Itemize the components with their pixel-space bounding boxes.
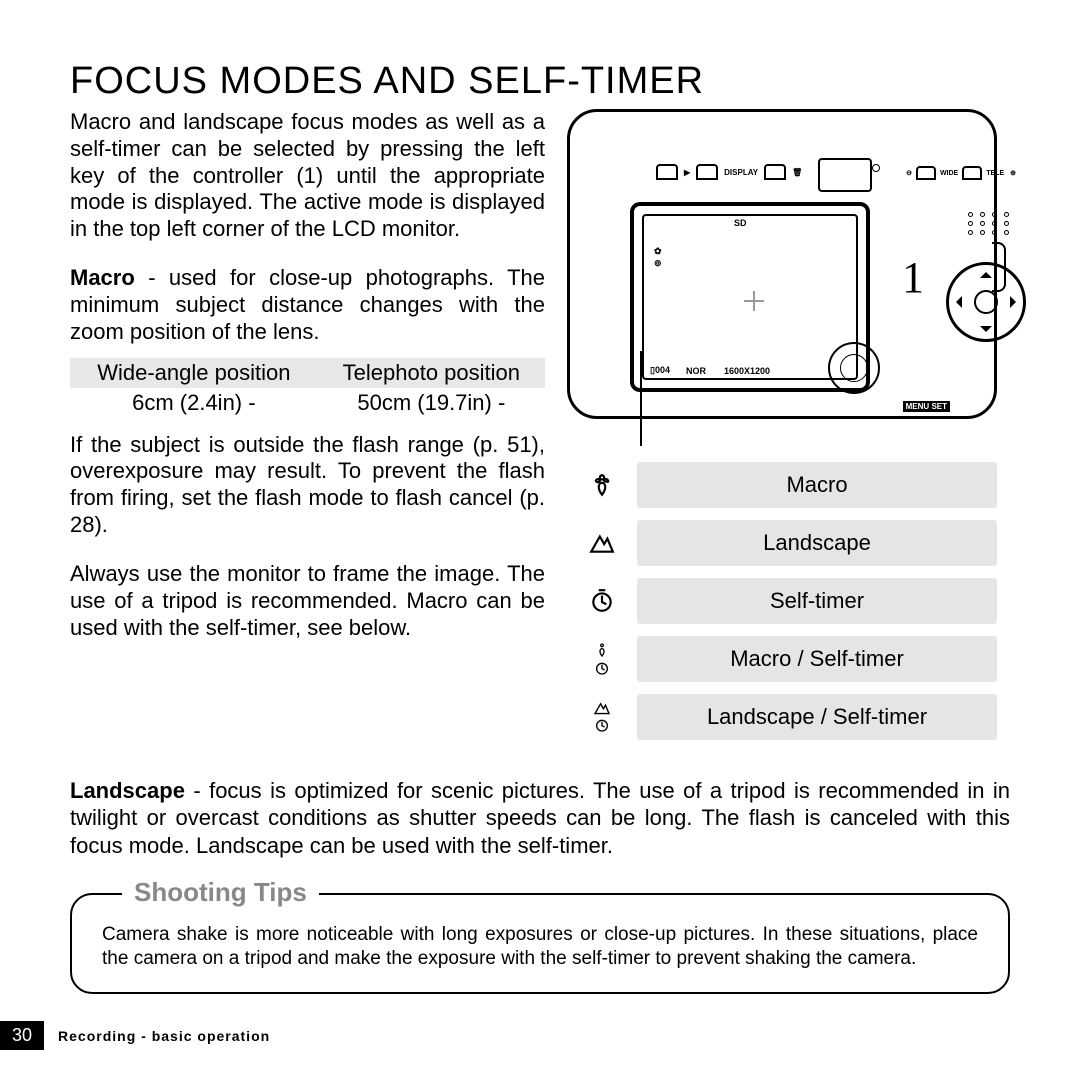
tips-title: Shooting Tips bbox=[122, 877, 319, 908]
macro-label: Macro bbox=[70, 265, 135, 290]
mode-label: Macro / Self-timer bbox=[637, 636, 997, 682]
tripod-text: Always use the monitor to frame the imag… bbox=[70, 561, 545, 641]
mountain-timer-icon bbox=[567, 701, 637, 733]
mode-label: Landscape bbox=[637, 520, 997, 566]
leader-line bbox=[640, 351, 642, 446]
table-value-tele: 50cm (19.7in) - bbox=[318, 388, 545, 418]
mode-landscape-selftimer: Landscape / Self-timer bbox=[567, 691, 997, 743]
mode-selftimer: Self-timer bbox=[567, 575, 997, 627]
mode-label: Macro bbox=[637, 462, 997, 508]
tips-body: Camera shake is more noticeable with lon… bbox=[102, 923, 978, 971]
section-label: Recording - basic operation bbox=[58, 1028, 270, 1044]
zoom-buttons: ⊖WIDE TELE⊕ bbox=[904, 166, 1018, 180]
flash-text: If the subject is outside the flash rang… bbox=[70, 432, 545, 539]
camera-diagram: 1 ▶ DISPLAY 🗑 ⊖WIDE TELE⊕ SD bbox=[567, 109, 997, 419]
macro-text: - used for close-up photographs. The min… bbox=[70, 265, 545, 344]
landscape-text: - focus is optimized for scenic pictures… bbox=[70, 778, 1010, 858]
shooting-tips-box: Shooting Tips Camera shake is more notic… bbox=[70, 893, 1010, 995]
top-buttons: ▶ DISPLAY 🗑 bbox=[656, 164, 804, 180]
mode-label: Landscape / Self-timer bbox=[637, 694, 997, 740]
flash-window bbox=[818, 158, 872, 192]
flower-timer-icon bbox=[567, 642, 637, 676]
table-header-tele: Telephoto position bbox=[318, 358, 545, 388]
page-number: 30 bbox=[0, 1021, 44, 1050]
controller-dpad bbox=[946, 262, 1026, 342]
mode-label: Self-timer bbox=[637, 578, 997, 624]
mode-list: Macro Landscape Self-timer Macro / Self-… bbox=[567, 459, 997, 743]
landscape-label: Landscape bbox=[70, 778, 185, 803]
mode-macro-selftimer: Macro / Self-timer bbox=[567, 633, 997, 685]
speaker-dots bbox=[968, 212, 1012, 235]
mode-dial bbox=[828, 342, 880, 394]
mountain-icon bbox=[567, 532, 637, 554]
page-footer: 30 Recording - basic operation bbox=[0, 1021, 270, 1050]
page-title: FOCUS MODES AND SELF-TIMER bbox=[70, 60, 1010, 103]
left-column: Macro and landscape focus modes as well … bbox=[70, 109, 545, 749]
menu-set-label: MENU SET bbox=[903, 401, 950, 412]
landscape-paragraph: Landscape - focus is optimized for sceni… bbox=[70, 777, 1010, 859]
macro-paragraph: Macro - used for close-up photographs. T… bbox=[70, 265, 545, 345]
mode-landscape: Landscape bbox=[567, 517, 997, 569]
intro-text: Macro and landscape focus modes as well … bbox=[70, 109, 545, 243]
right-column: 1 ▶ DISPLAY 🗑 ⊖WIDE TELE⊕ SD bbox=[567, 109, 1010, 749]
distance-table: Wide-angle positionTelephoto position 6c… bbox=[70, 358, 545, 418]
flower-icon bbox=[567, 472, 637, 498]
table-value-wide: 6cm (2.4in) - bbox=[70, 388, 318, 418]
table-header-wide: Wide-angle position bbox=[70, 358, 318, 388]
mode-macro: Macro bbox=[567, 459, 997, 511]
timer-icon bbox=[567, 588, 637, 614]
